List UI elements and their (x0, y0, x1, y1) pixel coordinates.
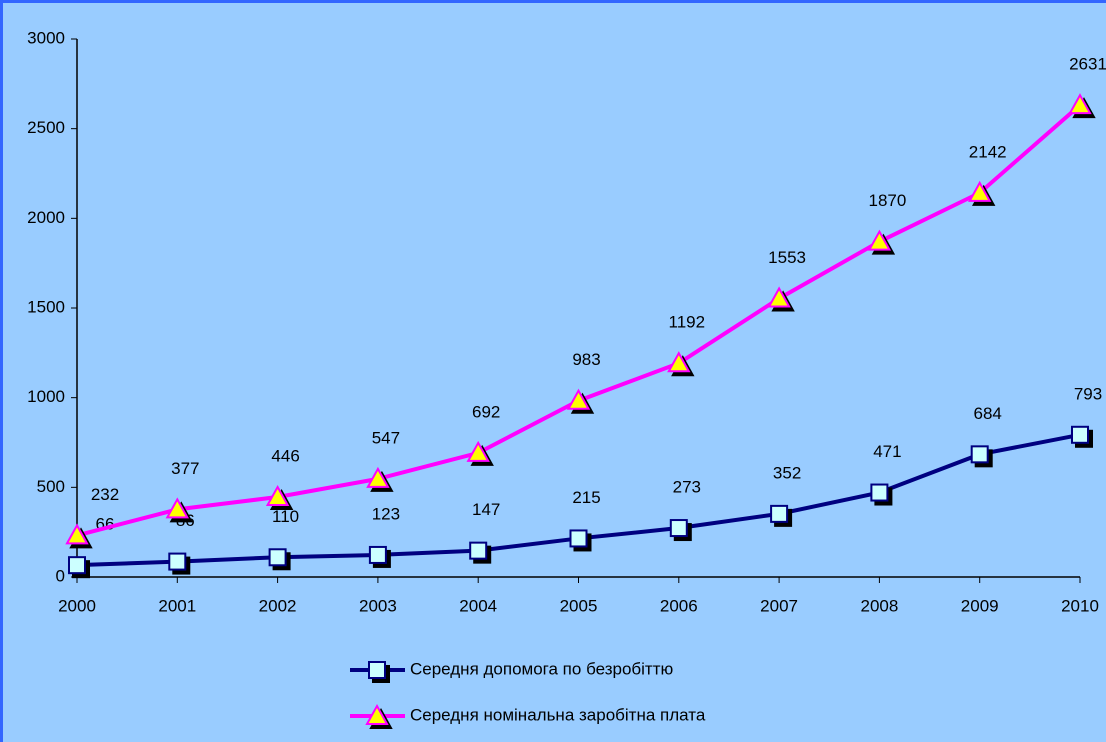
marker-shape (265, 484, 290, 507)
marker-shape (1071, 425, 1089, 444)
data-label: 692 (472, 402, 500, 421)
x-tick-label: 2005 (560, 596, 598, 615)
marker-shape (65, 523, 89, 545)
x-tick-label: 2009 (961, 596, 999, 615)
x-tick-label: 2003 (359, 596, 397, 615)
data-label: 1870 (868, 191, 906, 210)
data-label: 793 (1074, 384, 1102, 403)
x-tick-label: 2006 (660, 596, 698, 615)
marker-shape (168, 552, 187, 571)
data-marker (968, 180, 996, 206)
data-marker (68, 556, 90, 579)
marker-shape (368, 545, 387, 564)
y-tick-label: 0 (56, 566, 65, 585)
marker-shape (466, 440, 490, 462)
x-tick-label: 2002 (259, 596, 297, 615)
marker-shape (669, 519, 688, 538)
data-label: 471 (873, 442, 901, 461)
data-label: 446 (271, 447, 299, 466)
data-marker (870, 483, 893, 506)
data-marker (566, 388, 595, 414)
data-label: 232 (91, 485, 119, 504)
marker-shape (968, 180, 992, 202)
marker-shape (469, 541, 488, 560)
marker-shape (770, 504, 789, 523)
data-label: 377 (171, 459, 199, 478)
marker-shape (569, 529, 588, 548)
data-label: 273 (673, 478, 701, 497)
data-label: 983 (572, 350, 600, 369)
x-tick-label: 2000 (58, 596, 96, 615)
marker-shape (970, 445, 989, 464)
y-tick-label: 500 (37, 477, 65, 496)
x-tick-label: 2001 (158, 596, 196, 615)
data-marker (268, 548, 291, 571)
data-marker (265, 484, 294, 511)
data-marker (767, 286, 795, 312)
marker-shape (867, 229, 892, 251)
marker-shape (667, 351, 691, 373)
y-tick-label: 1500 (27, 297, 65, 316)
data-label: 2631 (1069, 55, 1106, 74)
marker-shape (268, 548, 287, 567)
y-tick-label: 3000 (27, 28, 65, 47)
data-marker (469, 541, 492, 564)
legend-marker (368, 661, 390, 683)
marker-shape (165, 497, 189, 519)
y-tick-label: 2500 (27, 118, 65, 137)
marker-shape (566, 388, 591, 410)
data-label: 684 (974, 404, 1002, 423)
data-marker (867, 229, 896, 255)
data-marker (770, 504, 793, 527)
data-marker (667, 351, 695, 377)
data-label: 547 (372, 428, 400, 447)
marker-shape (1068, 93, 1092, 115)
data-marker (168, 552, 191, 575)
data-marker (669, 519, 692, 542)
data-label: 110 (272, 507, 299, 526)
x-tick-label: 2008 (860, 596, 898, 615)
x-tick-label: 2007 (760, 596, 798, 615)
data-label: 123 (372, 504, 400, 523)
data-marker (569, 529, 592, 552)
legend-label: Середня номінальна заробітна плата (410, 705, 706, 724)
data-marker (970, 445, 993, 468)
marker-shape (767, 286, 791, 308)
data-marker (366, 466, 394, 492)
x-tick-label: 2010 (1061, 596, 1099, 615)
data-marker (1068, 93, 1096, 119)
y-tick-label: 1000 (27, 387, 65, 406)
marker-shape (870, 483, 889, 502)
data-label: 215 (572, 488, 600, 507)
marker-shape (366, 466, 390, 488)
data-marker (1071, 425, 1093, 448)
legend-label: Середня допомога по безробіттю (410, 659, 673, 678)
data-marker (466, 440, 494, 466)
x-tick-label: 2004 (459, 596, 497, 615)
marker-shape (68, 556, 86, 575)
data-label: 147 (472, 500, 500, 519)
marker-shape (365, 703, 389, 725)
data-marker (165, 497, 193, 523)
data-label: 1192 (669, 313, 706, 332)
data-label: 1553 (768, 248, 806, 267)
data-marker (368, 545, 391, 568)
data-label: 2142 (969, 142, 1007, 161)
data-label: 352 (773, 463, 801, 482)
y-tick-label: 2000 (27, 208, 65, 227)
marker-shape (368, 661, 386, 679)
legend-marker (365, 703, 393, 729)
data-marker (65, 523, 93, 549)
